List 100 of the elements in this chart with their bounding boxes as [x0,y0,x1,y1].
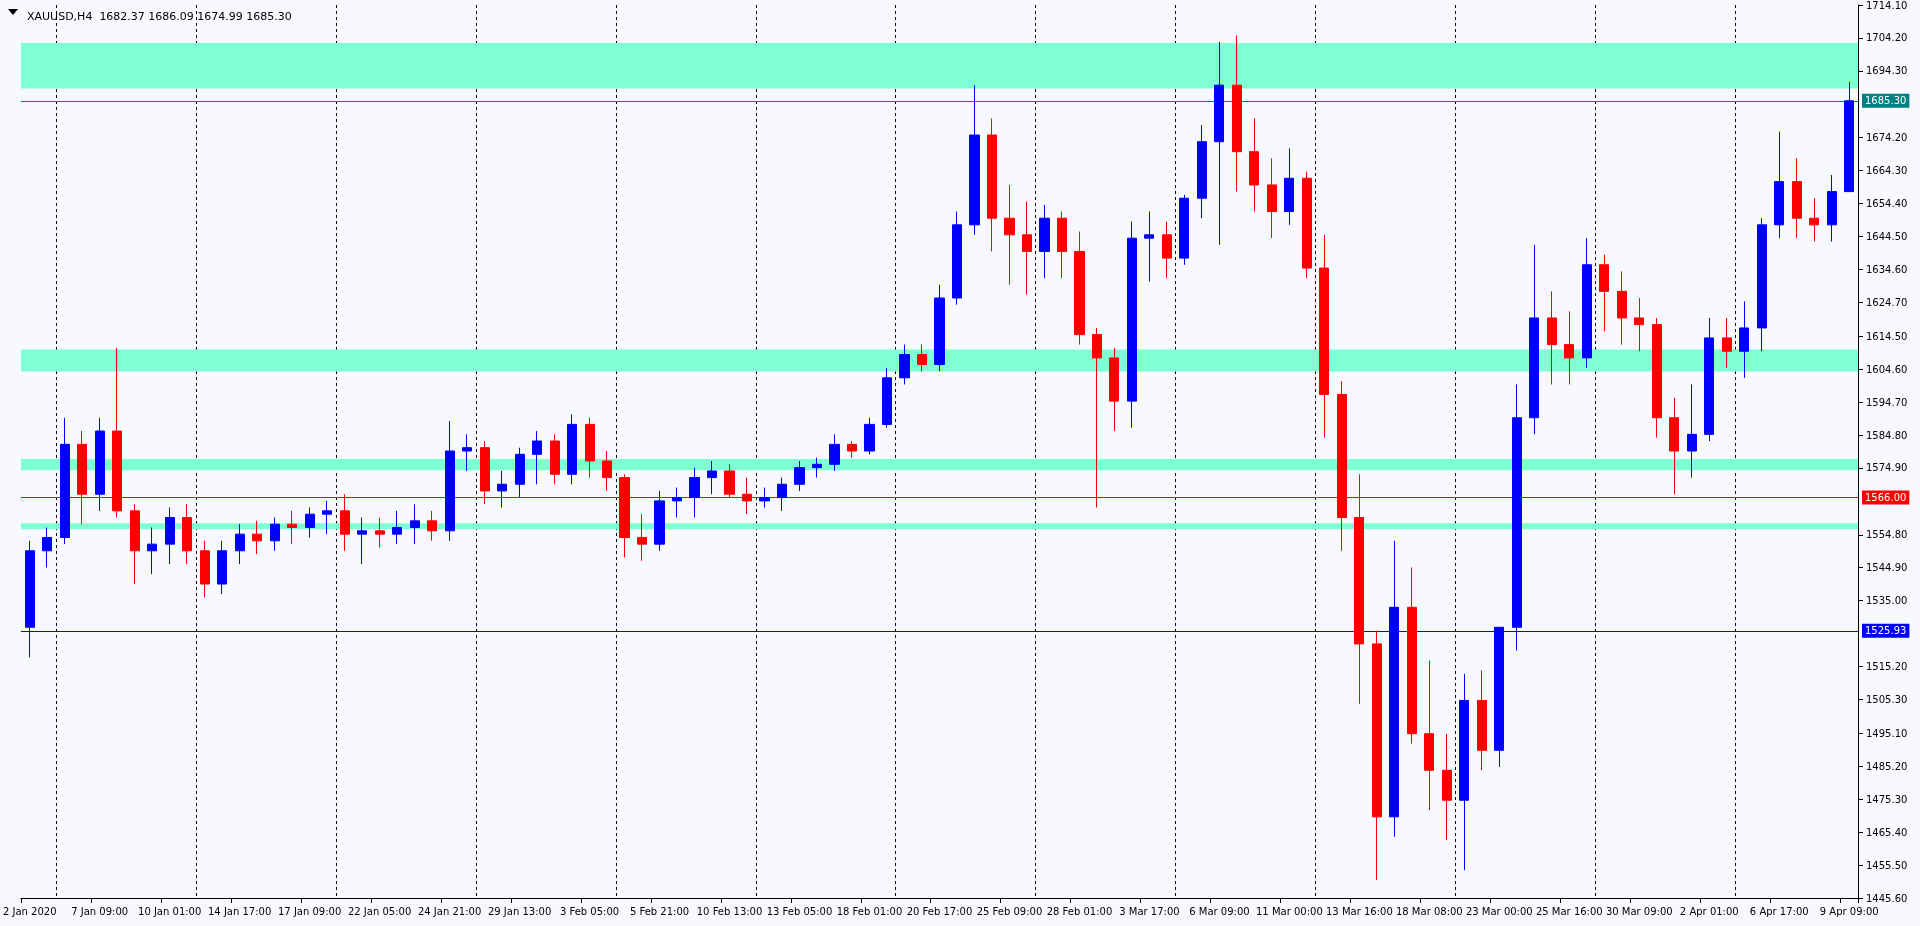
y-tick-label: 1505.30 [1866,693,1908,705]
candlestick [357,517,367,565]
candlestick [637,513,647,562]
candlestick [672,487,682,519]
ref-line-label: 1525.93 [1865,625,1907,637]
candlestick [375,517,385,548]
candlestick [969,84,980,236]
candlestick [1617,270,1627,346]
candlestick [899,344,910,385]
candlestick [392,510,402,545]
candlestick [1424,660,1434,811]
x-tick-label: 14 Jan 17:00 [207,905,272,917]
candlestick [42,527,52,568]
candlestick [1564,310,1574,385]
x-tick-label: 30 Mar 09:00 [1605,905,1673,917]
candlestick [917,344,927,372]
candlestick [1582,237,1592,369]
x-tick-label: 3 Feb 05:00 [559,905,620,917]
candlestick [95,417,105,512]
candlestick [777,477,787,512]
y-tick-label: 1614.50 [1866,330,1908,342]
x-tick-label: 13 Feb 05:00 [766,905,833,917]
candlestick [305,507,315,538]
candlestick [585,417,595,479]
x-tick-label: 13 Mar 16:00 [1325,905,1393,917]
y-tick-label: 1584.80 [1866,429,1908,441]
candlestick [462,433,472,472]
candlestick [1022,201,1032,296]
candlestick [252,520,262,555]
y-tick-label: 1535.00 [1866,595,1908,607]
x-tick-label: 28 Feb 01:00 [1046,905,1113,917]
y-tick-label: 1515.20 [1866,661,1908,673]
candlestick [550,433,560,485]
candlestick [130,503,140,585]
y-tick-label: 1624.70 [1866,296,1908,308]
y-tick-label: 1674.20 [1866,132,1908,144]
x-tick-label: 18 Mar 08:00 [1395,905,1463,917]
candlestick [1197,124,1207,219]
candlestick [497,470,507,509]
candlestick [200,540,210,598]
candlestick [847,440,857,459]
candlestick [987,117,997,252]
candlestick [1109,347,1119,432]
candlestick [1652,317,1662,439]
y-tick-label: 1694.30 [1866,65,1908,77]
candlestick [1774,131,1784,239]
text: XAUUSD,H4 1682.37 1686.09 1674.99 1685.30 [27,10,292,23]
x-tick-label: 17 Jan 09:00 [277,905,342,917]
candlestick [812,457,822,479]
x-tick-label: 2 Apr 01:00 [1679,905,1739,917]
x-tick-label: 9 Apr 09:00 [1819,905,1879,917]
candlestick [1634,297,1644,352]
x-tick-label: 2 Jan 2020 [2,905,57,917]
y-tick-label: 1465.40 [1866,826,1908,838]
candlestick [1144,211,1154,282]
candlestick [410,503,420,545]
candlestick [1757,217,1767,352]
x-tick-label: 6 Mar 09:00 [1189,905,1250,917]
candlestick [270,517,280,552]
y-tick-label: 1714.10 [1866,0,1908,11]
x-tick-label: 23 Mar 00:00 [1465,905,1533,917]
candlestick [322,500,332,535]
candlestick [1547,290,1557,385]
candlestick [1214,41,1224,246]
y-tick-label: 1554.80 [1866,529,1908,541]
x-tick-label: 11 Mar 00:00 [1256,905,1323,917]
candlestick [1232,34,1242,193]
candlestick [427,510,437,542]
y-tick-label: 1485.20 [1866,760,1908,772]
y-tick-label: 1634.60 [1866,263,1908,275]
x-tick-label: 5 Feb 21:00 [629,905,690,917]
candlestick [1459,673,1469,871]
candlestick [1267,157,1277,239]
x-tick-label: 10 Feb 13:00 [696,905,763,917]
candlestick [1687,383,1697,479]
candlestick [1074,230,1085,346]
x-tick-label: 24 Jan 21:00 [417,905,482,917]
candlestick [1284,147,1294,226]
y-tick-label: 1604.60 [1866,363,1908,375]
candlestick [60,417,70,545]
candlestick [707,460,717,495]
x-tick-label: 10 Jan 01:00 [138,905,202,917]
y-tick-label: 1704.20 [1866,32,1908,44]
candlestick [287,510,297,545]
x-tick-label: 6 Apr 17:00 [1749,905,1809,917]
y-tick-label: 1644.50 [1866,230,1908,242]
y-tick-label: 1475.30 [1866,793,1908,805]
candlestick [1704,317,1714,442]
candlestick [1739,300,1749,379]
candlestick [1372,630,1382,881]
candlestick [882,367,892,429]
candlestick [1249,117,1259,213]
candlestick [1162,221,1172,279]
x-tick-label: 29 Jan 13:00 [487,905,552,917]
candlestick [1722,317,1732,369]
candlestick [1127,221,1137,429]
candlestick [182,503,192,565]
candlestick [1319,234,1329,439]
candlestick [1844,81,1854,193]
candlestick [445,420,455,542]
